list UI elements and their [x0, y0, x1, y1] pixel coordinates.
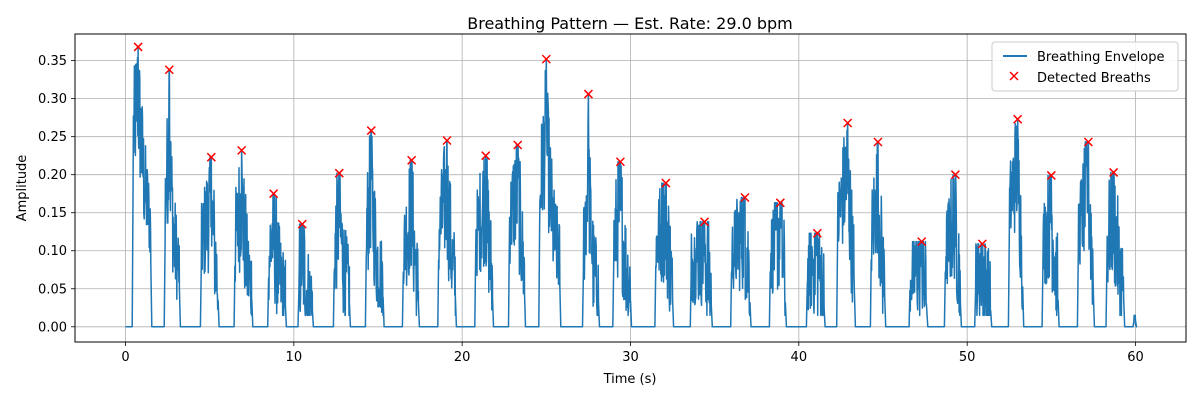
- y-tick-label: 0.35: [38, 54, 67, 69]
- x-tick-label: 50: [959, 350, 976, 365]
- y-axis-ticks: 0.00 0.05 0.10 0.15 0.20 0.25 0.30 0.35: [38, 54, 75, 335]
- x-tick-label: 30: [622, 350, 639, 365]
- detected-breath-marker: [1083, 137, 1093, 147]
- x-tick-label: 60: [1127, 350, 1144, 365]
- detected-breath-marker: [661, 178, 671, 188]
- detected-breath-marker: [297, 219, 307, 229]
- legend-x-marker-icon: [1009, 71, 1019, 81]
- chart-title: Breathing Pattern — Est. Rate: 29.0 bpm: [467, 14, 793, 33]
- plot-area: [125, 42, 1138, 328]
- y-tick-label: 0.15: [38, 206, 67, 221]
- y-tick-label: 0.20: [38, 168, 67, 183]
- detected-breath-marker: [206, 152, 216, 162]
- x-tick-label: 20: [454, 350, 471, 365]
- legend-box: [991, 41, 1179, 92]
- y-tick-label: 0.05: [38, 282, 67, 297]
- detected-breath-marker: [513, 140, 523, 150]
- x-tick-label: 40: [791, 350, 808, 365]
- detected-breath-marker: [950, 170, 960, 180]
- detected-breath-marker: [164, 65, 174, 75]
- detected-breath-marker: [740, 192, 750, 203]
- detected-breath-marker: [133, 42, 143, 52]
- detected-breath-marker: [812, 228, 822, 238]
- detected-breath-marker: [843, 118, 853, 128]
- detected-breath-marker: [775, 198, 785, 208]
- detected-breath-marker: [442, 135, 452, 145]
- y-axis-label: Amplitude: [15, 155, 30, 222]
- legend-envelope-label: Breathing Envelope: [1037, 50, 1164, 65]
- detected-breath-marker: [700, 217, 710, 227]
- detected-breath-marker: [237, 145, 247, 155]
- detected-breath-marker: [977, 239, 987, 249]
- y-tick-label: 0.10: [38, 244, 67, 259]
- x-axis-label: Time (s): [603, 372, 657, 387]
- detected-breath-marker: [366, 126, 376, 136]
- x-axis-ticks: 0 10 20 30 40 50 60: [121, 342, 1144, 365]
- detected-breath-marker: [583, 89, 593, 99]
- detected-breath-marker: [407, 155, 417, 165]
- detected-breath-marker: [541, 54, 551, 64]
- detected-breath-marker: [334, 168, 344, 178]
- detected-breath-marker: [873, 137, 883, 147]
- x-tick-label: 10: [286, 350, 303, 365]
- detected-breath-marker: [1109, 167, 1119, 177]
- detected-breath-marker: [1046, 170, 1056, 180]
- y-tick-label: 0.30: [38, 92, 67, 107]
- legend: Breathing Envelope Detected Breaths: [991, 41, 1179, 92]
- detected-breath-marker: [269, 189, 279, 199]
- detected-breath-marker: [615, 157, 625, 167]
- detected-breath-marker: [1013, 114, 1023, 124]
- y-tick-label: 0.00: [38, 320, 67, 335]
- x-tick-label: 0: [121, 350, 129, 365]
- detected-breath-marker: [917, 237, 927, 247]
- legend-peaks-label: Detected Breaths: [1037, 71, 1151, 86]
- detected-breath-marker: [481, 151, 491, 161]
- y-tick-label: 0.25: [38, 130, 67, 145]
